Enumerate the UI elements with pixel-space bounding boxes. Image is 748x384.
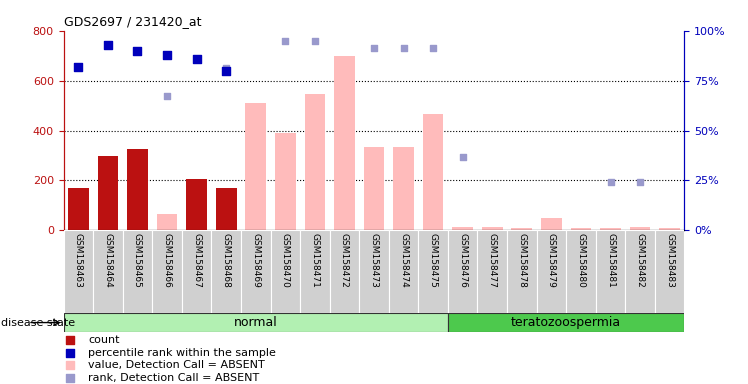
Point (604, 179, 616, 185)
Point (457, 154, 469, 160)
Bar (300, 230, 330, 313)
Point (634, 179, 646, 185)
Text: GSM158463: GSM158463 (74, 233, 83, 288)
Point (64, 362, 76, 368)
Bar (448, 230, 477, 313)
Text: GSM158476: GSM158476 (459, 233, 468, 288)
Point (279, 38, 291, 44)
Bar (216, 188, 236, 230)
Text: teratozoospermia: teratozoospermia (511, 316, 622, 329)
Text: GSM158474: GSM158474 (399, 233, 408, 288)
Bar (482, 227, 503, 230)
Point (64, 337, 76, 343)
Bar (507, 230, 536, 313)
Bar (186, 179, 207, 230)
Bar (654, 230, 684, 313)
Bar (625, 230, 654, 313)
Bar (97, 156, 118, 230)
Point (220, 65, 232, 71)
Bar (330, 230, 359, 313)
Text: GSM158472: GSM158472 (340, 233, 349, 288)
Bar (153, 230, 182, 313)
Point (368, 45, 380, 51)
Bar (541, 218, 562, 230)
Point (398, 45, 410, 51)
Text: rank, Detection Call = ABSENT: rank, Detection Call = ABSENT (88, 373, 260, 383)
Bar (448, 313, 684, 332)
Bar (477, 230, 507, 313)
Bar (241, 230, 271, 313)
Text: GSM158477: GSM158477 (488, 233, 497, 288)
Text: value, Detection Call = ABSENT: value, Detection Call = ABSENT (88, 360, 265, 370)
Text: GSM158469: GSM158469 (251, 233, 260, 288)
Text: count: count (88, 335, 120, 345)
Bar (418, 230, 448, 313)
Point (132, 48, 144, 54)
Bar (536, 230, 566, 313)
Bar (453, 227, 473, 230)
Bar (271, 230, 300, 313)
Text: GSM158478: GSM158478 (518, 233, 527, 288)
Bar (600, 228, 621, 230)
Text: GSM158480: GSM158480 (577, 233, 586, 288)
Text: GSM158471: GSM158471 (310, 233, 319, 288)
Text: GSM158464: GSM158464 (103, 233, 112, 288)
Bar (64, 230, 94, 313)
Text: GSM158470: GSM158470 (280, 233, 289, 288)
Bar (359, 230, 389, 313)
Bar (123, 230, 153, 313)
Point (220, 68, 232, 74)
Bar (389, 230, 418, 313)
Bar (334, 56, 355, 230)
Bar (216, 188, 236, 230)
Point (102, 41, 114, 48)
Text: GDS2697 / 231420_at: GDS2697 / 231420_at (64, 15, 201, 28)
Point (161, 93, 173, 99)
Bar (64, 313, 448, 332)
Text: GSM158473: GSM158473 (370, 233, 378, 288)
Bar (571, 228, 591, 230)
Bar (275, 133, 295, 230)
Bar (94, 230, 123, 313)
Point (309, 38, 321, 44)
Bar (364, 147, 384, 230)
Text: GSM158466: GSM158466 (162, 233, 171, 288)
Bar (212, 230, 241, 313)
Text: GSM158479: GSM158479 (547, 233, 556, 288)
Bar (659, 228, 680, 230)
Point (73, 64, 85, 70)
Text: GSM158475: GSM158475 (429, 233, 438, 288)
Text: GSM158483: GSM158483 (665, 233, 674, 288)
Bar (182, 230, 212, 313)
Point (161, 51, 173, 58)
Bar (512, 228, 532, 230)
Text: percentile rank within the sample: percentile rank within the sample (88, 348, 276, 358)
Bar (423, 114, 444, 230)
Text: GSM158467: GSM158467 (192, 233, 201, 288)
Point (64, 375, 76, 381)
Text: disease state: disease state (1, 318, 76, 328)
Bar (393, 147, 414, 230)
Point (427, 45, 439, 51)
Text: GSM158465: GSM158465 (133, 233, 142, 288)
Text: GSM158481: GSM158481 (606, 233, 615, 288)
Bar (68, 188, 89, 230)
Text: GSM158482: GSM158482 (636, 233, 645, 288)
Point (64, 350, 76, 356)
Point (191, 56, 203, 62)
Bar (245, 103, 266, 230)
Bar (304, 94, 325, 230)
Bar (595, 230, 625, 313)
Bar (566, 230, 595, 313)
Bar (127, 149, 148, 230)
Text: GSM158468: GSM158468 (221, 233, 230, 288)
Bar (156, 214, 177, 230)
Bar (630, 227, 651, 230)
Text: normal: normal (234, 316, 278, 329)
